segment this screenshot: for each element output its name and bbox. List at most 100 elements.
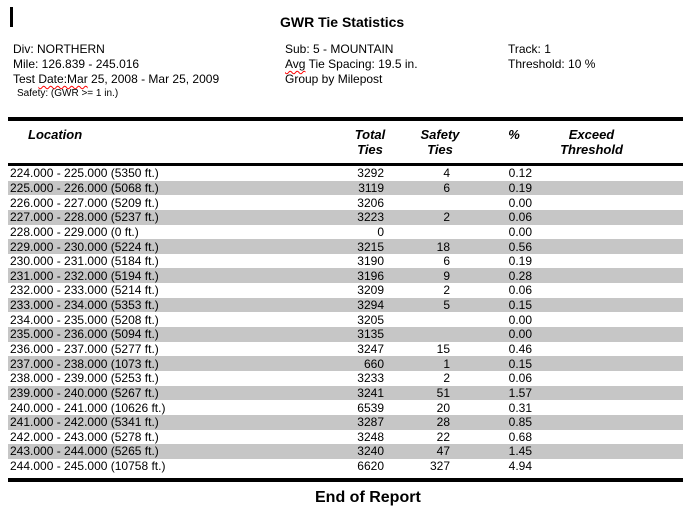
percent-cell: 0.06	[508, 210, 532, 225]
table-row: 241.000 - 242.000 (5341 ft.) 3287 28 0.8…	[8, 414, 683, 430]
table-row: 232.000 - 233.000 (5214 ft.) 3209 2 0.06	[8, 283, 683, 298]
location-cell: 241.000 - 242.000 (5341 ft.)	[10, 415, 159, 430]
table-bottom-rule	[8, 478, 683, 483]
table-row: 226.000 - 227.000 (5209 ft.) 3206 0.00	[8, 195, 683, 210]
table-body: 224.000 - 225.000 (5350 ft.) 3292 4 0.12…	[8, 166, 683, 473]
table-header-row: Location Total Ties Safety Ties % Exceed Th…	[8, 121, 683, 166]
total-ties-cell: 660	[363, 356, 384, 371]
location-cell: 227.000 - 228.000 (5237 ft.)	[10, 210, 159, 225]
total-ties-cell: 3209	[357, 283, 384, 298]
safety-ties-cell: 6	[443, 254, 450, 269]
tie-spacing-suffix: Tie Spacing: 19.5 in.	[305, 57, 418, 71]
total-ties-cell: 3119	[358, 180, 384, 195]
total-ties-cell: 3247	[357, 342, 384, 356]
percent-cell: 1.57	[508, 385, 532, 400]
total-ties-cell: 3205	[357, 312, 384, 327]
table-row: 244.000 - 245.000 (10758 ft.) 6620 327 4…	[8, 459, 683, 474]
report-title: GWR Tie Statistics	[280, 14, 405, 30]
safety-ties-cell: 2	[443, 210, 450, 225]
sub-line: Sub: 5 - MOUNTAIN	[285, 42, 394, 56]
header-line: Total	[354, 127, 386, 142]
table-row: 229.000 - 230.000 (5224 ft.) 3215 18 0.5…	[8, 239, 683, 254]
total-ties-cell: 3215	[357, 239, 384, 254]
location-cell: 243.000 - 244.000 (5265 ft.)	[10, 444, 159, 459]
mile-line: Mile: 126.839 - 245.016	[13, 57, 140, 71]
safety-ties-cell: 20	[436, 400, 450, 415]
percent-cell: 0.19	[508, 180, 532, 195]
table-row: 230.000 - 231.000 (5184 ft.) 3190 6 0.19	[8, 254, 683, 269]
total-ties-cell: 3233	[357, 371, 384, 386]
location-cell: 231.000 - 232.000 (5194 ft.)	[10, 268, 159, 283]
location-cell: 234.000 - 235.000 (5208 ft.)	[10, 312, 159, 327]
safety-ties-cell: 9	[443, 268, 450, 283]
table-row: 225.000 - 226.000 (5068 ft.) 3119 6 0.19	[8, 180, 683, 196]
end-of-report-label: End of Report	[315, 489, 421, 507]
table-row: 231.000 - 232.000 (5194 ft.) 3196 9 0.28	[8, 268, 683, 284]
table-row: 233.000 - 234.000 (5353 ft.) 3294 5 0.15	[8, 297, 683, 313]
total-ties-cell: 3206	[357, 195, 384, 210]
test-date-suffix: 25, 2008 - Mar 25, 2009	[87, 72, 220, 86]
percent-cell: 0.28	[508, 268, 532, 283]
percent-cell: 0.12	[508, 166, 532, 181]
safety-ties-cell: 2	[443, 371, 450, 386]
safety-criteria-line: Safety: (GWR >= 1 in.)	[17, 88, 119, 99]
table-row: 224.000 - 225.000 (5350 ft.) 3292 4 0.12	[8, 166, 683, 181]
location-cell: 225.000 - 226.000 (5068 ft.)	[10, 180, 159, 195]
column-header-total-ties: Total Ties	[348, 127, 392, 157]
total-ties-cell: 6539	[357, 400, 384, 415]
test-date-prefix: Test	[13, 72, 39, 86]
percent-cell: 0.00	[508, 195, 532, 210]
percent-cell: 0.00	[508, 327, 532, 342]
threshold-line: Threshold: 10 %	[508, 57, 596, 71]
table-row: 237.000 - 238.000 (1073 ft.) 660 1 0.15	[8, 356, 683, 371]
percent-cell: 0.56	[508, 239, 532, 254]
division-line: Div: NORTHERN	[13, 42, 105, 56]
percent-cell: 0.15	[508, 356, 532, 371]
location-cell: 228.000 - 229.000 (0 ft.)	[10, 224, 139, 239]
location-cell: 229.000 - 230.000 (5224 ft.)	[10, 239, 159, 254]
location-cell: 244.000 - 245.000 (10758 ft.)	[10, 459, 166, 474]
safety-ties-cell: 5	[443, 298, 450, 313]
table-row: 236.000 - 237.000 (5277 ft.) 3247 15 0.4…	[8, 342, 683, 357]
safety-ties-cell: 18	[436, 239, 450, 254]
percent-cell: 0.00	[508, 312, 532, 327]
total-ties-cell: 3287	[357, 415, 384, 430]
safety-ties-cell: 51	[436, 385, 450, 400]
test-date-line: Test Date:Mar 25, 2008 - Mar 25, 2009	[13, 72, 219, 87]
column-header-exceed-threshold: Exceed Threshold	[542, 127, 683, 157]
header-line: Ties	[427, 142, 453, 157]
table-row: 234.000 - 235.000 (5208 ft.) 3205 0.00	[8, 312, 683, 327]
percent-cell: 4.94	[508, 459, 532, 474]
location-cell: 224.000 - 225.000 (5350 ft.)	[10, 166, 159, 181]
statistics-table: Location Total Ties Safety Ties % Exceed Th…	[8, 117, 683, 473]
table-row: 228.000 - 229.000 (0 ft.) 0 0.00	[8, 225, 683, 240]
total-ties-cell: 3240	[357, 444, 384, 459]
total-ties-cell: 3190	[357, 254, 384, 269]
header-line: Threshold	[560, 142, 623, 157]
percent-cell: 0.46	[508, 342, 532, 356]
location-cell: 233.000 - 234.000 (5353 ft.)	[10, 298, 159, 313]
table-row: 243.000 - 244.000 (5265 ft.) 3240 47 1.4…	[8, 444, 683, 459]
percent-cell: 0.68	[508, 429, 532, 444]
track-line: Track: 1	[508, 42, 551, 56]
total-ties-cell: 3241	[357, 385, 384, 400]
total-ties-cell: 3196	[357, 268, 384, 283]
percent-cell: 0.00	[508, 224, 532, 239]
percent-cell: 0.85	[508, 415, 532, 430]
misspelled-word: Date:Mar	[38, 72, 88, 86]
table-row: 240.000 - 241.000 (10626 ft.) 6539 20 0.…	[8, 400, 683, 415]
total-ties-cell: 3248	[357, 429, 384, 444]
location-cell: 235.000 - 236.000 (5094 ft.)	[10, 327, 159, 342]
percent-cell: 0.06	[508, 371, 532, 386]
location-cell: 232.000 - 233.000 (5214 ft.)	[10, 283, 159, 298]
total-ties-cell: 3292	[357, 166, 384, 181]
location-cell: 240.000 - 241.000 (10626 ft.)	[10, 400, 166, 415]
total-ties-cell: 6620	[357, 459, 384, 474]
column-header-location: Location	[28, 127, 83, 142]
safety-ties-cell: 15	[436, 342, 450, 356]
table-row: 239.000 - 240.000 (5267 ft.) 3241 51 1.5…	[8, 385, 683, 401]
location-cell: 242.000 - 243.000 (5278 ft.)	[10, 429, 159, 444]
safety-ties-cell: 6	[443, 180, 450, 195]
percent-cell: 0.06	[508, 283, 532, 298]
